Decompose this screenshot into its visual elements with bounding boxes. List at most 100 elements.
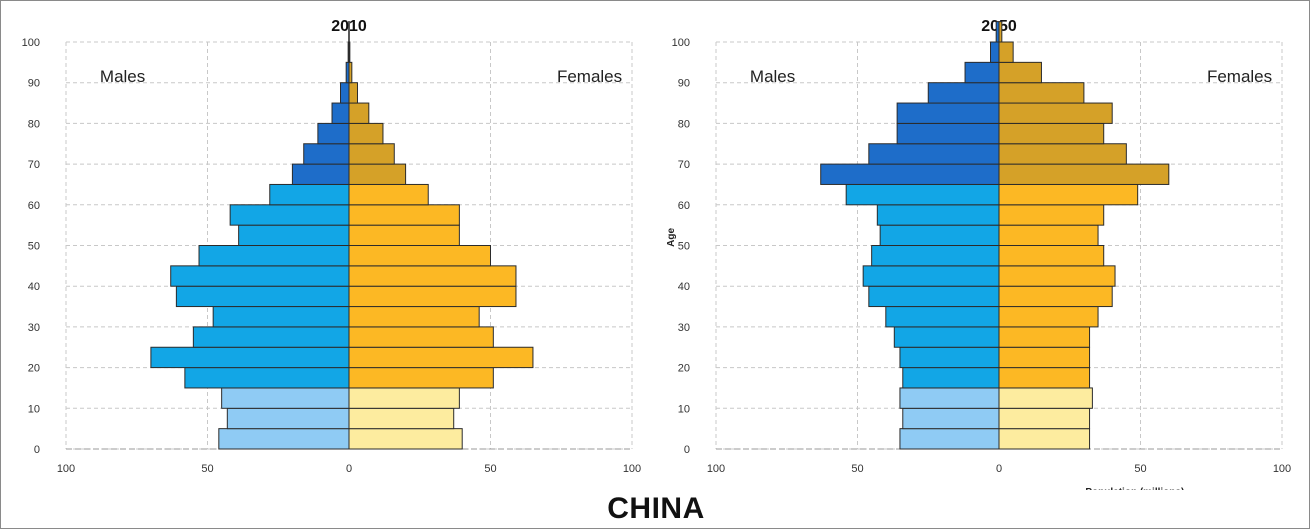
x-tick-label: 0 <box>346 463 352 475</box>
female-bar <box>348 61 353 84</box>
female-bar <box>998 367 1091 389</box>
male-bar <box>175 285 350 308</box>
female-bar <box>348 183 429 206</box>
bars <box>820 21 1170 450</box>
female-bar <box>348 41 351 63</box>
males-label: Males <box>750 67 795 86</box>
x-tick-label: 100 <box>707 463 725 475</box>
male-bar <box>238 224 350 246</box>
y-ticks: 0 10 20 30 40 50 60 70 80 90 100 <box>22 37 40 456</box>
male-bar <box>218 428 350 450</box>
y-axis-label: Age <box>666 227 677 246</box>
male-bar <box>879 224 1000 246</box>
x-tick-label: 0 <box>996 463 1002 475</box>
females-label: Females <box>1207 67 1272 86</box>
female-bar <box>998 224 1099 246</box>
female-bar <box>998 183 1139 206</box>
female-bar <box>998 428 1091 450</box>
y-tick-label: 100 <box>672 37 690 49</box>
male-bar <box>317 122 350 145</box>
male-bar <box>221 387 350 409</box>
y-tick-label: 30 <box>678 322 690 334</box>
female-bar <box>998 407 1091 430</box>
male-bar <box>340 82 350 104</box>
female-bar <box>348 306 480 328</box>
male-bar <box>845 183 1000 206</box>
female-bar <box>348 285 517 308</box>
y-ticks: 0 10 20 30 40 50 60 70 80 90 100 <box>672 37 690 456</box>
x-tick-label: 100 <box>57 463 75 475</box>
y-tick-label: 50 <box>28 241 40 253</box>
female-bar <box>998 102 1113 124</box>
female-bar <box>998 163 1170 185</box>
male-bar <box>170 265 350 287</box>
male-bar <box>868 285 1000 308</box>
y-tick-label: 10 <box>678 403 690 415</box>
x-ticks: 100 50 0 50 100 <box>707 463 1291 475</box>
female-bar <box>348 143 395 165</box>
male-bar <box>291 163 350 185</box>
male-bar <box>927 82 1000 104</box>
y-tick-label: 40 <box>678 281 690 293</box>
bars <box>150 21 534 450</box>
male-bar <box>896 122 1000 145</box>
pyramid-2050: 2050MalesFemales010203040506070809010010… <box>666 18 1291 490</box>
males-label: Males <box>100 67 145 86</box>
female-bar <box>998 21 1003 43</box>
y-tick-label: 100 <box>22 37 40 49</box>
female-bar <box>348 428 463 450</box>
y-tick-label: 90 <box>28 78 40 90</box>
y-tick-label: 10 <box>28 403 40 415</box>
x-ticks: 100 50 0 50 100 <box>57 463 641 475</box>
male-bar <box>868 143 1000 165</box>
male-bar <box>212 306 350 328</box>
male-bar <box>899 346 1000 369</box>
female-bar <box>348 102 370 124</box>
x-tick-label: 50 <box>1134 463 1146 475</box>
y-tick-label: 0 <box>684 444 690 456</box>
y-tick-label: 80 <box>678 118 690 130</box>
females-label: Females <box>557 67 622 86</box>
male-bar <box>893 326 1000 348</box>
male-bar <box>902 407 1000 430</box>
female-bar <box>998 61 1042 84</box>
male-bar <box>862 265 1000 287</box>
female-bar <box>998 122 1105 145</box>
female-bar <box>348 407 455 430</box>
y-tick-label: 90 <box>678 78 690 90</box>
female-bar <box>348 204 460 226</box>
x-tick-label: 100 <box>623 463 641 475</box>
male-bar <box>964 61 1000 84</box>
male-bar <box>885 306 1000 328</box>
female-bar <box>998 346 1091 369</box>
male-bar <box>896 102 1000 124</box>
male-bar <box>226 407 350 430</box>
y-tick-label: 70 <box>678 159 690 171</box>
male-bar <box>150 346 350 369</box>
male-bar <box>198 245 350 267</box>
female-bar <box>998 285 1113 308</box>
female-bar <box>348 326 494 348</box>
y-tick-label: 20 <box>28 363 40 375</box>
y-tick-label: 0 <box>34 444 40 456</box>
female-bar <box>348 245 491 267</box>
male-bar <box>899 428 1000 450</box>
female-bar <box>998 326 1091 348</box>
female-bar <box>998 204 1105 226</box>
female-bar <box>348 387 460 409</box>
female-bar <box>348 122 384 145</box>
female-bar <box>998 306 1099 328</box>
male-bar <box>990 41 1000 63</box>
female-bar <box>998 387 1093 409</box>
male-bar <box>192 326 350 348</box>
female-bar <box>348 224 460 246</box>
y-tick-label: 60 <box>28 200 40 212</box>
female-bar <box>998 143 1127 165</box>
female-bar <box>998 265 1116 287</box>
female-bar <box>348 265 517 287</box>
x-tick-label: 100 <box>1273 463 1291 475</box>
y-tick-label: 50 <box>678 241 690 253</box>
female-bar <box>348 82 358 104</box>
